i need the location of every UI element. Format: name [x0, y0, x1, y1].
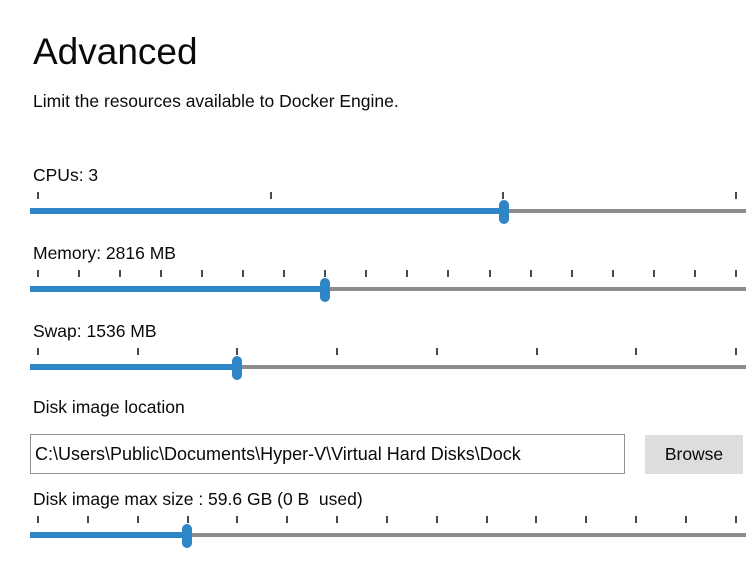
cpus-label: CPUs: 3 [33, 165, 99, 185]
page-description: Limit the resources available to Docker … [33, 91, 399, 111]
cpus-slider[interactable] [30, 192, 746, 224]
slider-tick [502, 192, 505, 199]
slider-tick [734, 516, 737, 523]
slider-tick [86, 516, 89, 523]
slider-tick [435, 348, 438, 355]
slider-tick [324, 270, 327, 277]
slider-tick [406, 270, 409, 277]
slider-tick [435, 516, 438, 523]
slider-tick [336, 516, 339, 523]
slider-tick [365, 270, 368, 277]
slider-tick [485, 516, 488, 523]
swap-label: Swap: 1536 MB [33, 321, 157, 341]
memory-slider-track [30, 287, 746, 291]
slider-tick [242, 270, 245, 277]
slider-tick [283, 270, 286, 277]
swap-slider-thumb[interactable] [231, 356, 242, 380]
slider-tick [635, 348, 638, 355]
swap-slider[interactable] [30, 348, 746, 380]
slider-tick [611, 270, 614, 277]
memory-group: Memory: 2816 MB [30, 243, 746, 302]
slider-tick [37, 270, 39, 277]
memory-slider-fill [30, 286, 326, 292]
slider-tick [136, 516, 139, 523]
slider-tick [160, 270, 163, 277]
slider-tick [236, 516, 239, 523]
page-title: Advanced [33, 31, 198, 72]
slider-tick [635, 516, 638, 523]
disk-image-location-group: Disk image location Browse [30, 397, 746, 474]
cpus-slider-ticks [37, 192, 737, 199]
swap-slider-fill [30, 364, 237, 370]
slider-tick [269, 192, 272, 199]
slider-tick [447, 270, 450, 277]
disk-max-size-slider[interactable] [30, 516, 746, 548]
slider-tick [119, 270, 122, 277]
slider-tick [535, 516, 538, 523]
slider-tick [37, 192, 39, 199]
slider-tick [734, 270, 737, 277]
disk-max-size-slider-thumb[interactable] [182, 524, 192, 548]
cpus-slider-thumb[interactable] [498, 200, 509, 224]
disk-image-location-row: Browse [30, 434, 746, 474]
slider-tick [529, 270, 532, 277]
slider-tick [535, 348, 538, 355]
disk-image-location-input[interactable] [30, 434, 625, 474]
slider-tick [693, 270, 696, 277]
slider-tick [78, 270, 81, 277]
slider-tick [684, 516, 687, 523]
disk-max-size-slider-track [30, 533, 746, 537]
disk-max-size-label: Disk image max size : 59.6 GB (0 B used) [33, 489, 363, 509]
swap-slider-track [30, 365, 746, 369]
slider-tick [385, 516, 388, 523]
slider-tick [570, 270, 573, 277]
browse-button[interactable]: Browse [645, 435, 743, 474]
slider-tick [236, 348, 239, 355]
disk-image-location-label: Disk image location [33, 397, 185, 417]
slider-tick [37, 348, 39, 355]
swap-group: Swap: 1536 MB [30, 321, 746, 380]
disk-max-size-slider-ticks [37, 516, 737, 523]
disk-max-size-group: Disk image max size : 59.6 GB (0 B used) [30, 489, 746, 548]
slider-tick [734, 348, 737, 355]
memory-label: Memory: 2816 MB [33, 243, 176, 263]
cpus-group: CPUs: 3 [30, 165, 746, 224]
slider-tick [336, 348, 339, 355]
cpus-slider-fill [30, 208, 504, 214]
slider-tick [652, 270, 655, 277]
slider-tick [734, 192, 737, 199]
memory-slider-thumb[interactable] [320, 278, 331, 302]
memory-slider-ticks [37, 270, 737, 277]
disk-max-size-slider-fill [30, 532, 187, 538]
slider-tick [488, 270, 491, 277]
slider-tick [136, 348, 139, 355]
slider-tick [186, 516, 189, 523]
memory-slider[interactable] [30, 270, 746, 302]
swap-slider-ticks [37, 348, 737, 355]
slider-tick [201, 270, 204, 277]
slider-tick [286, 516, 289, 523]
slider-tick [37, 516, 39, 523]
slider-tick [585, 516, 588, 523]
